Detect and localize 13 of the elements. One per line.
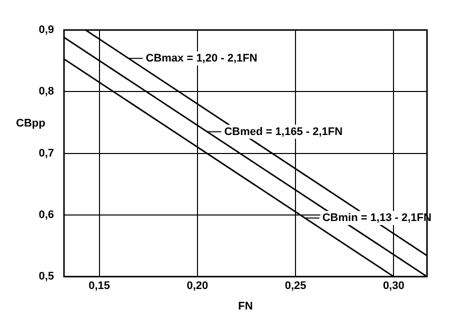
y-tick-label: 0,8 — [38, 86, 54, 98]
y-tick-label: 0,5 — [38, 270, 54, 283]
x-tick-label: 0,15 — [88, 280, 110, 292]
y-tick-label: 0,6 — [38, 208, 54, 221]
x-tick-label: 0,20 — [186, 280, 208, 292]
x-tick-label: 0,30 — [382, 280, 404, 292]
y-tick-label: 0,7 — [38, 147, 54, 160]
annotation: CBmed = 1,165 - 2,1FN — [224, 126, 343, 138]
x-tick-label: 0,25 — [284, 280, 306, 292]
annotation: CBmax = 1,20 - 2,1FN — [146, 52, 258, 64]
y-axis-title: CBpp — [16, 117, 46, 130]
x-axis-title: FN — [238, 300, 253, 312]
y-tick-label: 0,9 — [38, 24, 54, 36]
